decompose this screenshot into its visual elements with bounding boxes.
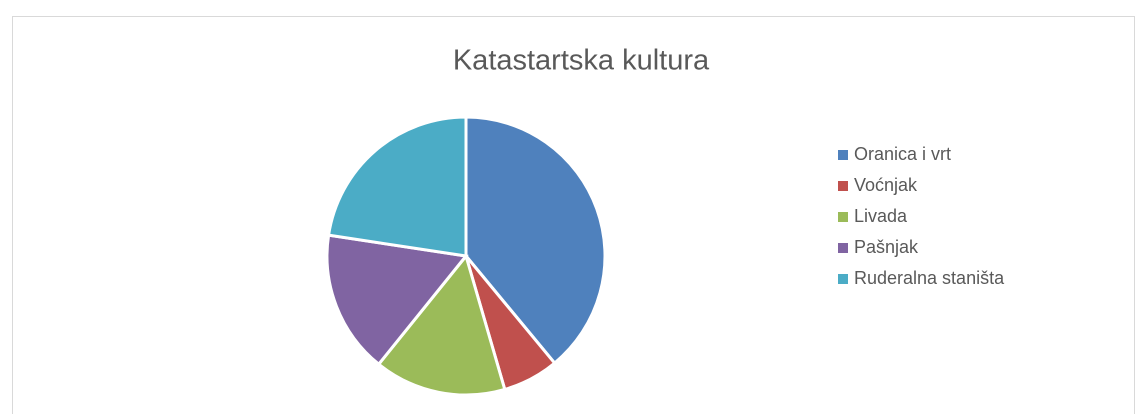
legend-swatch [838,181,848,191]
legend-label: Oranica i vrt [854,144,951,164]
pie-slice [325,233,469,367]
legend-swatch [838,212,848,222]
legend-label: Livada [854,206,908,226]
pie-slice [376,252,507,397]
legend-swatch [838,274,848,284]
legend-label: Pašnjak [854,237,919,257]
chart-title: Katastartska kultura [453,45,710,77]
legend-swatch [838,243,848,253]
legend-label: Ruderalna staništa [854,268,1005,288]
legend-swatch [838,150,848,160]
pie-slice [464,115,607,366]
legend-label: Voćnjak [854,175,918,195]
pie-slice [326,115,468,258]
